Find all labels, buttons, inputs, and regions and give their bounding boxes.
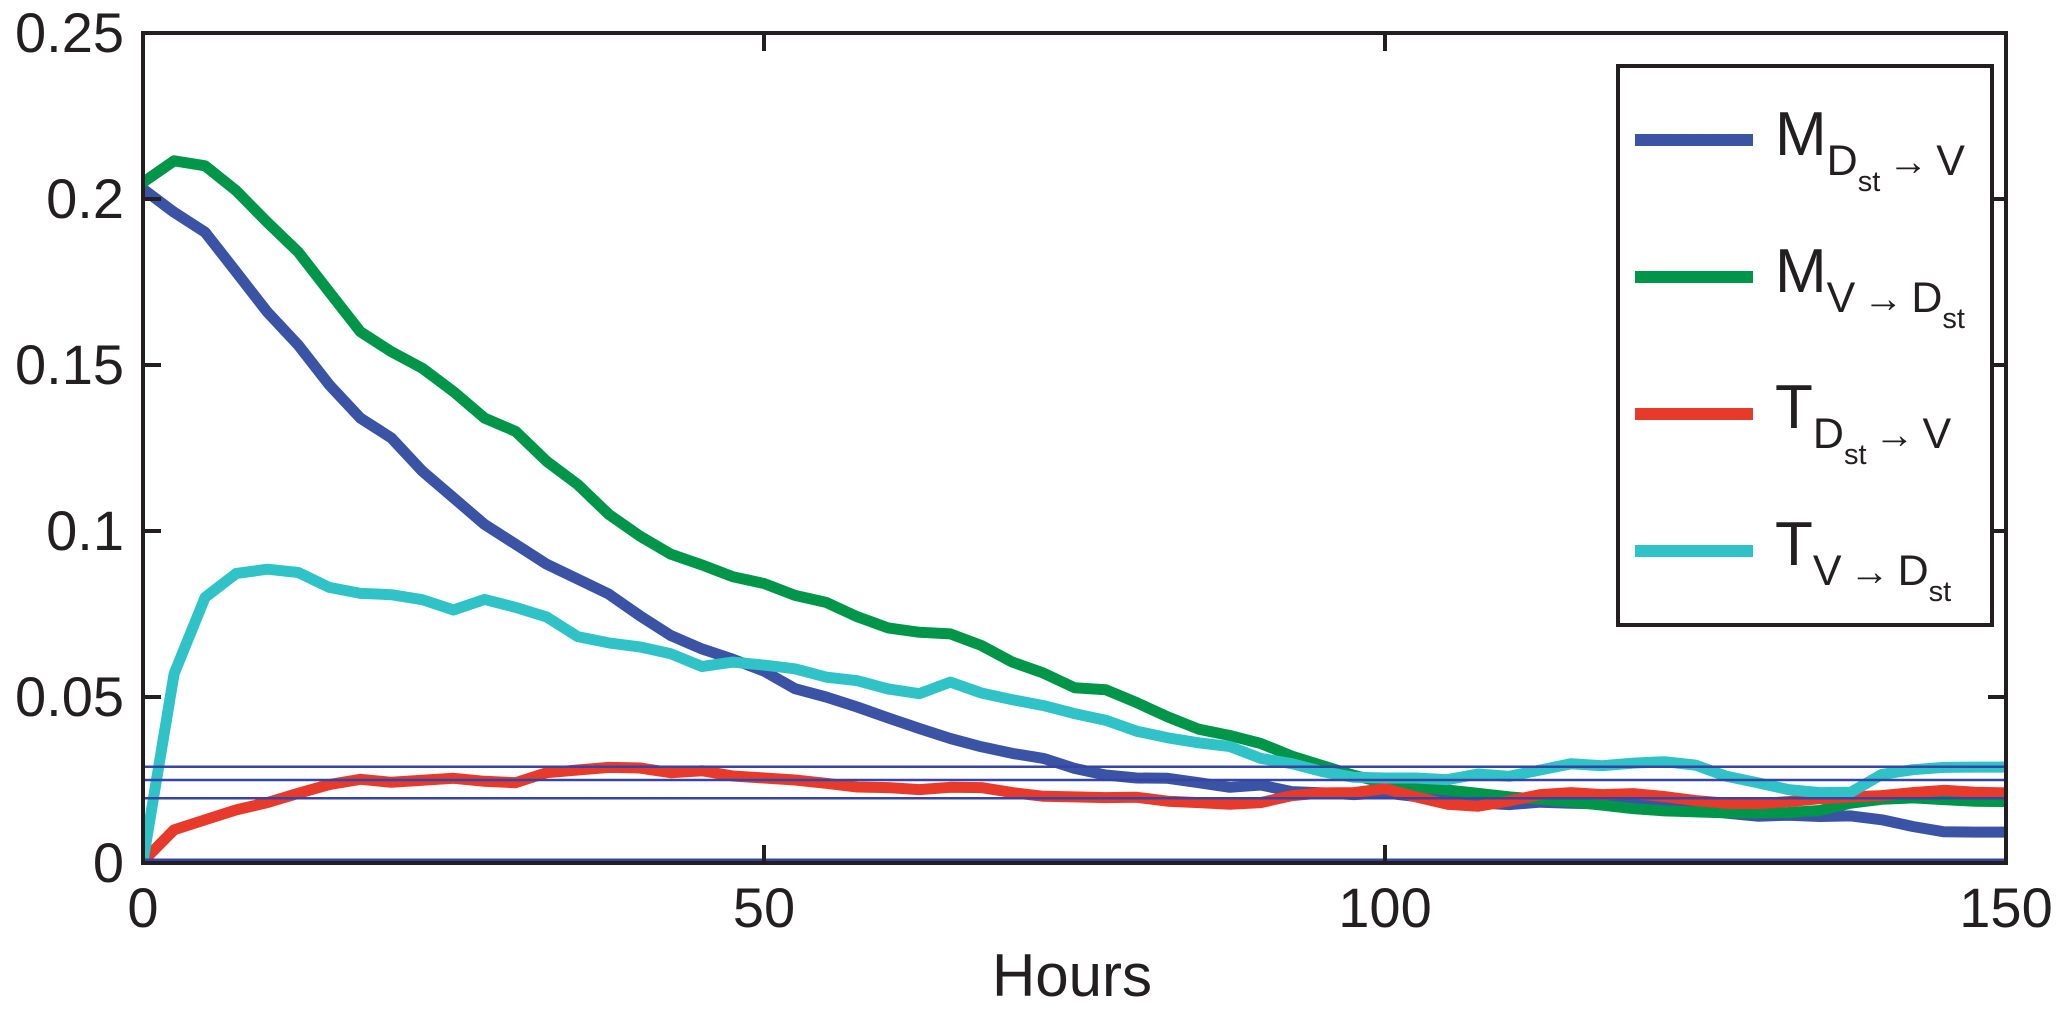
y-tick-label: 0.2 [46,167,124,230]
x-tick-label: 50 [732,876,796,939]
legend-item-m-dst-to-v: MDst → V [1620,103,1990,198]
legend-subsub: st [1942,302,1965,335]
legend-subsub: st [1928,576,1952,609]
legend-label: TV → Dst [1775,514,1951,609]
legend-swatch-line-red [1635,407,1753,420]
legend-sub-from: V [1812,547,1842,596]
legend-subsub: st [1843,439,1867,472]
legend-sub-from: D [1812,410,1844,459]
legend-symbol: M [1775,236,1827,306]
y-tick-label: 0.05 [15,665,124,728]
legend-swatch-line-blue [1635,134,1753,147]
legend-sub-from: V [1826,273,1856,322]
x-tick-label: 100 [1338,876,1432,939]
legend-label: TDst → V [1775,377,1951,472]
legend-subsub: st [1857,165,1881,198]
x-tick-label: 0 [127,876,159,939]
plot-area [143,155,2006,863]
legend-item-m-v-to-dst: MV → Dst [1620,240,1990,335]
arrow-right-icon: → [1874,413,1915,458]
y-tick-label: 0.15 [15,333,124,396]
legend-sub-to: D [1911,273,1943,322]
legend-sub-to: D [1897,547,1929,596]
legend-sub-to: V [1922,410,1952,459]
legend-item-t-dst-to-v: TDst → V [1620,377,1990,472]
arrow-right-icon: → [1863,276,1904,321]
legend-symbol: T [1775,373,1813,443]
legend-sub-from: D [1826,136,1858,185]
y-tick-label: 0.25 [15,1,124,64]
legend-label: MDst → V [1775,103,1965,198]
legend-sub-to: V [1936,136,1965,185]
y-tick-label: 0 [92,831,124,894]
series-line-m-v-to-dst [143,155,2006,819]
x-axis-title: Hours [991,942,1153,1009]
arrow-right-icon: → [1888,139,1929,184]
legend-symbol: M [1775,99,1827,169]
arrow-right-icon: → [1849,550,1890,595]
y-tick-label: 0.1 [46,499,124,562]
legend-symbol: T [1775,510,1813,580]
series-line-t-dst-to-v [143,761,2006,863]
legend-label: MV → Dst [1775,240,1965,335]
legend-swatch-line-cyan [1635,544,1753,557]
x-tick-label: 150 [1959,876,2053,939]
plot-border [141,31,2008,865]
legend-item-t-v-to-dst: TV → Dst [1620,514,1990,609]
legend-swatch-line-green [1635,271,1753,284]
legend: MDst → V MV → Dst TDst → V TV → Dst [1616,64,1994,627]
series-line-t-v-to-dst [143,563,2006,863]
